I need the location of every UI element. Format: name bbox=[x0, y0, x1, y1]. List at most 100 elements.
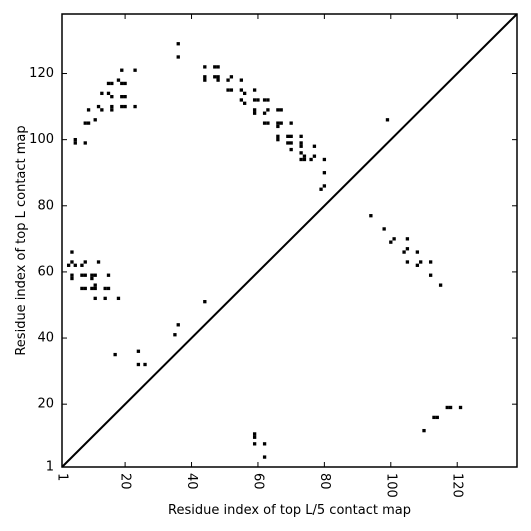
contact-point bbox=[120, 104, 124, 109]
contact-point bbox=[83, 141, 87, 145]
contact-point bbox=[203, 300, 207, 304]
contact-point bbox=[289, 141, 293, 145]
contact-point bbox=[116, 296, 121, 301]
contact-point bbox=[176, 55, 180, 59]
contact-point bbox=[80, 263, 84, 267]
contact-point bbox=[262, 121, 267, 125]
contact-point bbox=[419, 260, 423, 264]
contact-point bbox=[438, 283, 443, 287]
contact-point bbox=[266, 121, 270, 125]
contact-point bbox=[239, 78, 243, 82]
contact-point bbox=[252, 108, 257, 112]
contact-point bbox=[266, 108, 270, 112]
contact-point bbox=[93, 273, 97, 277]
contact-point bbox=[110, 81, 114, 86]
contact-point bbox=[428, 260, 433, 264]
contact-point bbox=[123, 104, 127, 109]
contact-point bbox=[322, 171, 327, 175]
contact-point bbox=[405, 260, 410, 264]
contact-point bbox=[213, 65, 217, 69]
contact-point bbox=[136, 362, 141, 367]
contact-point bbox=[136, 349, 141, 353]
contact-point bbox=[116, 78, 121, 82]
contact-point bbox=[312, 154, 317, 158]
contact-point bbox=[86, 121, 91, 125]
contact-point bbox=[289, 121, 293, 125]
contact-point bbox=[73, 263, 77, 267]
contact-point bbox=[216, 78, 220, 82]
contact-point bbox=[405, 247, 410, 251]
contact-point bbox=[173, 333, 177, 337]
contact-point bbox=[216, 75, 220, 79]
contact-point bbox=[405, 237, 410, 241]
contact-point bbox=[276, 134, 280, 138]
contact-point bbox=[203, 65, 207, 69]
contact-point bbox=[106, 91, 111, 96]
contact-point bbox=[262, 111, 267, 115]
contact-point bbox=[289, 147, 293, 152]
contact-point bbox=[133, 68, 137, 72]
contact-point bbox=[243, 101, 247, 105]
contact-point bbox=[252, 435, 257, 439]
contact-point bbox=[369, 214, 373, 218]
x-axis-ticks: 1 20 40 60 80 100 120 bbox=[55, 14, 465, 498]
contact-point bbox=[302, 157, 307, 162]
x-tick-label: 40 bbox=[184, 473, 199, 490]
contact-point bbox=[66, 263, 71, 267]
contact-point bbox=[120, 81, 124, 86]
contact-point bbox=[279, 121, 283, 125]
y-tick-label: 60 bbox=[37, 264, 54, 279]
contact-point bbox=[276, 121, 280, 125]
plot-frame bbox=[61, 13, 518, 468]
contact-point bbox=[309, 157, 313, 162]
contact-point bbox=[83, 286, 87, 291]
y-tick-label: 80 bbox=[37, 198, 54, 213]
contact-point bbox=[229, 75, 234, 79]
contact-point bbox=[83, 273, 87, 277]
plot-area bbox=[61, 13, 518, 468]
contact-point bbox=[458, 405, 463, 410]
contact-point bbox=[392, 237, 396, 241]
contact-point bbox=[266, 98, 270, 102]
contact-point bbox=[382, 227, 386, 231]
contact-point bbox=[93, 283, 97, 287]
contact-point bbox=[435, 415, 439, 420]
contact-point bbox=[239, 88, 243, 92]
contact-point bbox=[110, 108, 114, 112]
contact-point bbox=[176, 42, 180, 46]
contact-point bbox=[106, 81, 111, 86]
contact-point bbox=[262, 98, 267, 102]
contact-point bbox=[252, 98, 257, 102]
contact-point bbox=[110, 104, 114, 109]
contact-point bbox=[90, 286, 94, 291]
contact-point bbox=[256, 98, 260, 102]
contact-point bbox=[83, 121, 87, 125]
contact-point bbox=[86, 108, 91, 112]
contact-point bbox=[422, 428, 426, 433]
contact-point bbox=[402, 250, 406, 254]
contact-point bbox=[123, 95, 127, 99]
contact-point bbox=[286, 134, 290, 138]
x-tick-label: 1 bbox=[55, 473, 70, 481]
contact-point bbox=[262, 442, 267, 446]
contact-point bbox=[203, 75, 207, 79]
y-tick-label: 1 bbox=[46, 460, 54, 475]
contact-point bbox=[90, 276, 94, 281]
contact-point bbox=[385, 118, 390, 122]
contact-point bbox=[299, 157, 303, 162]
y-tick-label: 120 bbox=[29, 66, 54, 81]
contact-point bbox=[252, 442, 257, 446]
contact-point bbox=[120, 68, 124, 72]
y-axis-title: Residue index of top L contact map bbox=[14, 125, 29, 355]
contact-point bbox=[276, 137, 280, 142]
contact-point bbox=[93, 296, 97, 301]
contact-point bbox=[80, 273, 84, 277]
contact-point bbox=[299, 141, 303, 145]
contact-point bbox=[319, 187, 323, 191]
contact-point bbox=[432, 415, 436, 420]
x-axis-title: Residue index of top L/5 contact map bbox=[168, 503, 411, 518]
contact-point bbox=[106, 273, 111, 277]
contact-point bbox=[96, 104, 101, 109]
contact-point bbox=[276, 108, 280, 112]
contact-point bbox=[93, 118, 97, 122]
